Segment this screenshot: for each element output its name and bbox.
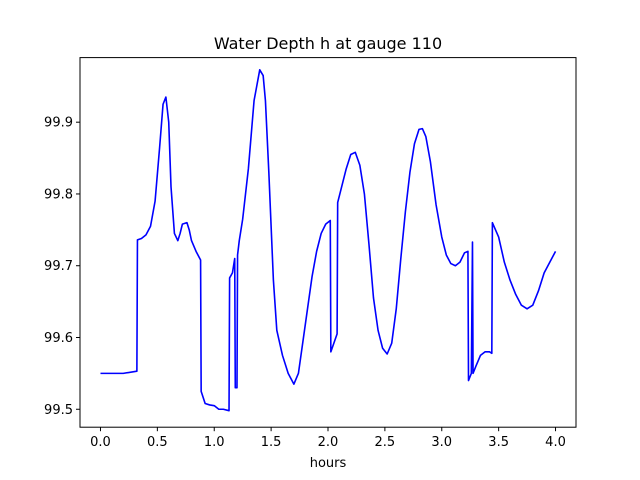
plot-area-frame <box>79 57 577 428</box>
series-line <box>100 69 557 412</box>
y-axis: 99.5 99.6 99.7 99.8 99.9 <box>44 116 80 418</box>
x-tick-label: 0.5 <box>147 435 168 450</box>
y-tick-label: 99.7 <box>44 259 73 274</box>
x-tick-label: 1.5 <box>261 435 282 450</box>
x-tick-label: 3.5 <box>488 435 509 450</box>
y-tick-label: 99.5 <box>44 403 73 418</box>
x-tick-label: 0.0 <box>90 435 111 450</box>
x-tick-label: 2.0 <box>318 435 339 450</box>
x-tick-label: 4.0 <box>545 435 566 450</box>
y-tick-label: 99.9 <box>44 116 73 131</box>
x-tick-label: 3.0 <box>431 435 452 450</box>
chart-title: Water Depth h at gauge 110 <box>214 34 442 53</box>
x-tick-label: 2.5 <box>375 435 396 450</box>
x-axis: 0.0 0.5 1.0 1.5 2.0 2.5 3.0 3.5 4.0 <box>90 427 566 450</box>
y-tick-label: 99.8 <box>44 187 73 202</box>
y-tick-label: 99.6 <box>44 331 73 346</box>
series-layer <box>100 69 557 412</box>
x-axis-label: hours <box>310 456 347 471</box>
x-tick-label: 1.0 <box>204 435 225 450</box>
